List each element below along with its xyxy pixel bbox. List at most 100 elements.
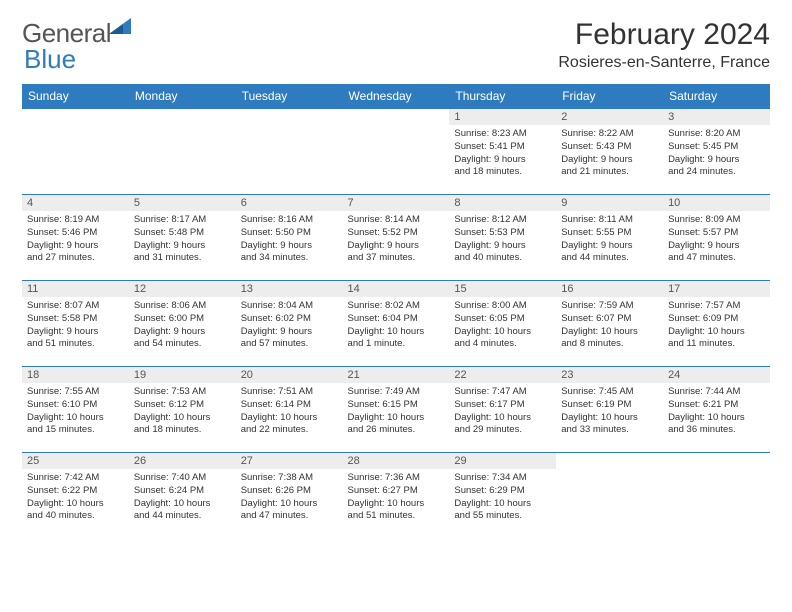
calendar-cell: 29Sunrise: 7:34 AMSunset: 6:29 PMDayligh… [449,453,556,539]
calendar-cell: 22Sunrise: 7:47 AMSunset: 6:17 PMDayligh… [449,367,556,453]
day-details: Sunrise: 7:34 AMSunset: 6:29 PMDaylight:… [449,469,556,527]
calendar-cell: 6Sunrise: 8:16 AMSunset: 5:50 PMDaylight… [236,195,343,281]
calendar-cell [663,453,770,539]
weekday-header-row: SundayMondayTuesdayWednesdayThursdayFrid… [22,84,770,109]
calendar-cell: 15Sunrise: 8:00 AMSunset: 6:05 PMDayligh… [449,281,556,367]
day-details: Sunrise: 8:09 AMSunset: 5:57 PMDaylight:… [663,211,770,269]
day-number: 4 [22,195,129,211]
calendar-cell [556,453,663,539]
calendar-cell: 26Sunrise: 7:40 AMSunset: 6:24 PMDayligh… [129,453,236,539]
day-number: 15 [449,281,556,297]
day-number: 7 [343,195,450,211]
calendar-cell: 2Sunrise: 8:22 AMSunset: 5:43 PMDaylight… [556,109,663,195]
day-number: 2 [556,109,663,125]
calendar-row: 25Sunrise: 7:42 AMSunset: 6:22 PMDayligh… [22,453,770,539]
calendar-cell: 16Sunrise: 7:59 AMSunset: 6:07 PMDayligh… [556,281,663,367]
calendar-row: 4Sunrise: 8:19 AMSunset: 5:46 PMDaylight… [22,195,770,281]
day-number: 6 [236,195,343,211]
day-number: 1 [449,109,556,125]
day-details: Sunrise: 7:57 AMSunset: 6:09 PMDaylight:… [663,297,770,355]
calendar-row: 11Sunrise: 8:07 AMSunset: 5:58 PMDayligh… [22,281,770,367]
day-details: Sunrise: 7:44 AMSunset: 6:21 PMDaylight:… [663,383,770,441]
calendar-cell: 20Sunrise: 7:51 AMSunset: 6:14 PMDayligh… [236,367,343,453]
day-number: 3 [663,109,770,125]
weekday-header: Monday [129,84,236,109]
calendar-cell [343,109,450,195]
day-details: Sunrise: 8:19 AMSunset: 5:46 PMDaylight:… [22,211,129,269]
day-details: Sunrise: 7:38 AMSunset: 6:26 PMDaylight:… [236,469,343,527]
location-label: Rosieres-en-Santerre, France [558,54,770,72]
day-number: 19 [129,367,236,383]
calendar-cell: 13Sunrise: 8:04 AMSunset: 6:02 PMDayligh… [236,281,343,367]
day-number: 24 [663,367,770,383]
day-details: Sunrise: 8:17 AMSunset: 5:48 PMDaylight:… [129,211,236,269]
calendar-cell: 9Sunrise: 8:11 AMSunset: 5:55 PMDaylight… [556,195,663,281]
day-number: 29 [449,453,556,469]
day-details: Sunrise: 8:11 AMSunset: 5:55 PMDaylight:… [556,211,663,269]
day-details: Sunrise: 7:59 AMSunset: 6:07 PMDaylight:… [556,297,663,355]
day-number: 10 [663,195,770,211]
calendar-cell: 11Sunrise: 8:07 AMSunset: 5:58 PMDayligh… [22,281,129,367]
day-details: Sunrise: 8:04 AMSunset: 6:02 PMDaylight:… [236,297,343,355]
day-details: Sunrise: 7:47 AMSunset: 6:17 PMDaylight:… [449,383,556,441]
day-number: 23 [556,367,663,383]
calendar-cell: 7Sunrise: 8:14 AMSunset: 5:52 PMDaylight… [343,195,450,281]
weekday-header: Tuesday [236,84,343,109]
day-number: 25 [22,453,129,469]
day-number: 18 [22,367,129,383]
title-block: February 2024 Rosieres-en-Santerre, Fran… [558,18,770,72]
day-details: Sunrise: 8:23 AMSunset: 5:41 PMDaylight:… [449,125,556,183]
day-details: Sunrise: 8:22 AMSunset: 5:43 PMDaylight:… [556,125,663,183]
day-number: 22 [449,367,556,383]
calendar-cell: 21Sunrise: 7:49 AMSunset: 6:15 PMDayligh… [343,367,450,453]
calendar-cell: 23Sunrise: 7:45 AMSunset: 6:19 PMDayligh… [556,367,663,453]
calendar-cell: 27Sunrise: 7:38 AMSunset: 6:26 PMDayligh… [236,453,343,539]
day-details: Sunrise: 7:55 AMSunset: 6:10 PMDaylight:… [22,383,129,441]
calendar-row: 18Sunrise: 7:55 AMSunset: 6:10 PMDayligh… [22,367,770,453]
calendar-cell: 8Sunrise: 8:12 AMSunset: 5:53 PMDaylight… [449,195,556,281]
calendar-cell: 3Sunrise: 8:20 AMSunset: 5:45 PMDaylight… [663,109,770,195]
calendar-cell: 19Sunrise: 7:53 AMSunset: 6:12 PMDayligh… [129,367,236,453]
calendar-cell: 25Sunrise: 7:42 AMSunset: 6:22 PMDayligh… [22,453,129,539]
logo-word2: Blue [24,44,76,75]
calendar-cell: 10Sunrise: 8:09 AMSunset: 5:57 PMDayligh… [663,195,770,281]
weekday-header: Saturday [663,84,770,109]
calendar-table: SundayMondayTuesdayWednesdayThursdayFrid… [22,84,770,539]
day-number: 9 [556,195,663,211]
day-number: 16 [556,281,663,297]
day-details: Sunrise: 8:06 AMSunset: 6:00 PMDaylight:… [129,297,236,355]
day-number: 8 [449,195,556,211]
day-details: Sunrise: 8:16 AMSunset: 5:50 PMDaylight:… [236,211,343,269]
weekday-header: Friday [556,84,663,109]
weekday-header: Sunday [22,84,129,109]
day-details: Sunrise: 7:40 AMSunset: 6:24 PMDaylight:… [129,469,236,527]
calendar-cell: 14Sunrise: 8:02 AMSunset: 6:04 PMDayligh… [343,281,450,367]
calendar-cell: 28Sunrise: 7:36 AMSunset: 6:27 PMDayligh… [343,453,450,539]
calendar-row: 1Sunrise: 8:23 AMSunset: 5:41 PMDaylight… [22,109,770,195]
day-number: 5 [129,195,236,211]
day-number: 28 [343,453,450,469]
day-details: Sunrise: 7:36 AMSunset: 6:27 PMDaylight:… [343,469,450,527]
weekday-header: Wednesday [343,84,450,109]
day-number: 11 [22,281,129,297]
calendar-cell: 18Sunrise: 7:55 AMSunset: 6:10 PMDayligh… [22,367,129,453]
calendar-cell [129,109,236,195]
day-number: 12 [129,281,236,297]
day-number: 20 [236,367,343,383]
day-number: 13 [236,281,343,297]
calendar-cell: 24Sunrise: 7:44 AMSunset: 6:21 PMDayligh… [663,367,770,453]
day-details: Sunrise: 8:12 AMSunset: 5:53 PMDaylight:… [449,211,556,269]
header: General February 2024 Rosieres-en-Santer… [22,18,770,72]
calendar-cell: 5Sunrise: 8:17 AMSunset: 5:48 PMDaylight… [129,195,236,281]
day-details: Sunrise: 7:51 AMSunset: 6:14 PMDaylight:… [236,383,343,441]
day-number: 26 [129,453,236,469]
calendar-cell: 4Sunrise: 8:19 AMSunset: 5:46 PMDaylight… [22,195,129,281]
day-details: Sunrise: 7:53 AMSunset: 6:12 PMDaylight:… [129,383,236,441]
day-number: 14 [343,281,450,297]
calendar-cell [236,109,343,195]
calendar-cell [22,109,129,195]
weekday-header: Thursday [449,84,556,109]
page-title: February 2024 [558,18,770,52]
day-details: Sunrise: 8:14 AMSunset: 5:52 PMDaylight:… [343,211,450,269]
calendar-cell: 1Sunrise: 8:23 AMSunset: 5:41 PMDaylight… [449,109,556,195]
